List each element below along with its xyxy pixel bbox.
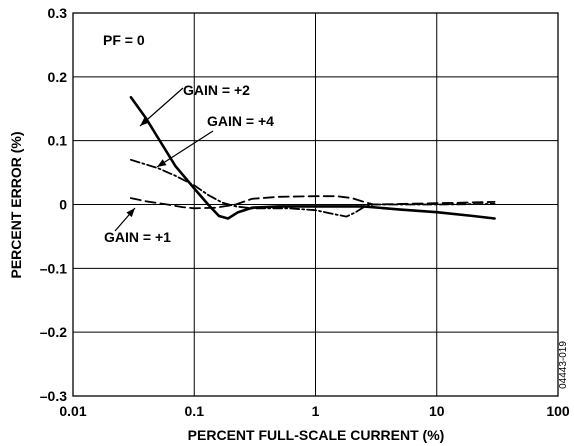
x-tick-label: 1: [312, 403, 320, 419]
x-tick-label: 0.01: [59, 403, 86, 419]
x-tick-labels: 0.01 0.1 1 10 100: [59, 403, 570, 419]
y-tick-label: –0.1: [40, 260, 67, 276]
arrowhead-gain2: [140, 117, 150, 126]
series-line-gain-4: [129, 158, 496, 218]
arrowhead-gain4: [157, 159, 167, 167]
x-tick-label: 0.1: [185, 403, 205, 419]
y-axis-title: PERCENT ERROR (%): [8, 131, 24, 278]
x-axis-title: PERCENT FULL-SCALE CURRENT (%): [188, 427, 445, 443]
y-tick-label: –0.3: [40, 388, 67, 404]
arrowhead-gain1: [126, 208, 135, 218]
y-tick-label: –0.2: [40, 324, 67, 340]
annotation-gain1: GAIN = +1: [104, 229, 171, 245]
y-tick-label: 0.2: [48, 69, 68, 85]
arrow-line-gain4: [156, 130, 214, 168]
y-tick-label: 0.1: [48, 133, 68, 149]
figure-id: 04443-019: [558, 341, 569, 389]
annotation-pf: PF = 0: [103, 32, 145, 48]
series-layer: [129, 96, 496, 220]
arrow-line-gain2: [139, 87, 184, 127]
series-line-gain-2: [129, 96, 496, 220]
x-tick-label: 100: [546, 403, 570, 419]
annotation-layer: PF = 0 GAIN = +2 GAIN = +4 GAIN = +1: [103, 32, 274, 245]
x-tick-label: 10: [429, 403, 445, 419]
annotation-gain2: GAIN = +2: [183, 82, 250, 98]
y-tick-label: 0: [59, 197, 67, 213]
plot-frame: [72, 12, 559, 397]
y-tick-labels: 0.3 0.2 0.1 0 –0.1 –0.2 –0.3: [40, 5, 67, 404]
annotation-gain4: GAIN = +4: [207, 113, 274, 129]
series-line-gain-1: [129, 195, 496, 210]
y-tick-label: 0.3: [48, 5, 68, 21]
